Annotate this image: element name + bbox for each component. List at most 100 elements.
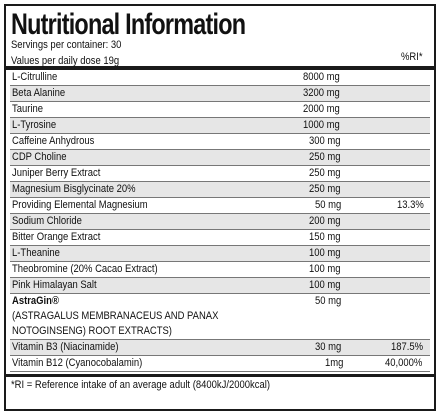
- ingredient-amount-text: 8000 mg: [303, 71, 341, 83]
- ingredient-amount-text: 50 mg: [315, 199, 342, 211]
- ingredient-amount: 1000 mg: [264, 117, 348, 134]
- vitamin-ri-text: 187.5%: [390, 341, 423, 353]
- ingredient-amount-text: 200 mg: [309, 215, 341, 227]
- table-row: Magnesium Bisglycinate 20% 250 mg: [10, 181, 430, 198]
- ingredient-amount-text: 100 mg: [309, 279, 341, 291]
- vitamin-name: Vitamin B12 (Cyanocobalamin): [10, 355, 264, 372]
- ingredient-amount: 100 mg: [264, 245, 348, 262]
- ingredient-name-text: Caffeine Anhydrous: [12, 135, 95, 147]
- astragin-name: AstraGin®: [12, 295, 59, 307]
- ingredient-name: Beta Alanine: [10, 85, 264, 102]
- table-row: AstraGin® (ASTRAGALUS MEMBRANACEUS AND PA…: [10, 293, 430, 340]
- ingredient-ri: [348, 181, 430, 198]
- ingredient-amount: 50 mg: [264, 293, 348, 340]
- vitamin-name-text: Vitamin B3 (Niacinamide): [12, 341, 119, 353]
- ingredient-ri: [348, 229, 430, 246]
- table-row: Pink Himalayan Salt 100 mg: [10, 277, 430, 294]
- ingredient-name-text: Beta Alanine: [12, 87, 66, 99]
- table-row: Beta Alanine 3200 mg: [10, 85, 430, 102]
- ingredient-name: Magnesium Bisglycinate 20%: [10, 181, 264, 198]
- ingredient-name-text: CDP Choline: [12, 151, 67, 163]
- ingredient-ri: [348, 101, 430, 118]
- thick-divider: [6, 66, 434, 70]
- ingredient-ri: [348, 117, 430, 134]
- ingredient-name: Caffeine Anhydrous: [10, 133, 264, 150]
- ingredient-ri-text: 13.3%: [396, 199, 424, 211]
- table-row: Taurine 2000 mg: [10, 101, 430, 118]
- ingredient-amount: 8000 mg: [264, 70, 348, 86]
- ingredient-name: Juniper Berry Extract: [10, 165, 264, 182]
- ingredient-amount: 150 mg: [264, 229, 348, 246]
- ingredient-amount-text: 250 mg: [309, 183, 341, 195]
- ingredient-ri: [348, 85, 430, 102]
- table-row: L-Theanine 100 mg: [10, 245, 430, 262]
- ingredient-name: Bitter Orange Extract: [10, 229, 264, 246]
- table-row: Caffeine Anhydrous 300 mg: [10, 133, 430, 150]
- ingredient-name: L-Theanine: [10, 245, 264, 262]
- vitamin-ri-text: 40,000%: [384, 357, 422, 369]
- ingredient-name-text: L-Tyrosine: [12, 119, 57, 131]
- ingredient-amount-text: 3200 mg: [303, 87, 341, 99]
- vitamin-amount: 1mg: [264, 355, 348, 372]
- ingredient-amount-text: 150 mg: [309, 231, 341, 243]
- ingredient-amount: 3200 mg: [264, 85, 348, 102]
- vitamin-amount-text: 1mg: [324, 357, 344, 369]
- ingredient-ri: 13.3%: [348, 197, 430, 214]
- footnote-text: *RI = Reference intake of an average adu…: [11, 379, 271, 391]
- vitamin-amount-text: 30 mg: [315, 341, 342, 353]
- ingredient-name-text: Sodium Chloride: [12, 215, 82, 227]
- values-header-row: Values per daily dose 19g %RI*: [11, 51, 430, 67]
- ingredient-amount-text: 250 mg: [309, 151, 341, 163]
- values-per-text: Values per daily dose 19g: [11, 55, 120, 67]
- ingredient-ri: [348, 245, 430, 262]
- ingredient-ri: [348, 293, 430, 340]
- ingredient-amount: 2000 mg: [264, 101, 348, 118]
- ingredient-amount-text: 2000 mg: [303, 103, 341, 115]
- ri-header: %RI*: [400, 51, 423, 63]
- ingredient-ri: [348, 70, 430, 86]
- ingredient-name-text: Bitter Orange Extract: [12, 231, 101, 243]
- vitamin-ri: 40,000%: [348, 355, 430, 372]
- page-title: Nutritional Information: [11, 8, 246, 41]
- table-row: Bitter Orange Extract 150 mg: [10, 229, 430, 246]
- ingredient-name: L-Tyrosine: [10, 117, 264, 134]
- ingredient-name: CDP Choline: [10, 149, 264, 166]
- ingredient-amount: 200 mg: [264, 213, 348, 230]
- ingredient-amount-text: 1000 mg: [303, 119, 341, 131]
- ingredient-name: Pink Himalayan Salt: [10, 277, 264, 294]
- ingredient-amount: 250 mg: [264, 165, 348, 182]
- ingredient-amount: 50 mg: [264, 197, 348, 214]
- ingredient-name: L-Citrulline: [10, 70, 264, 86]
- table-row: Juniper Berry Extract 250 mg: [10, 165, 430, 182]
- nutrition-panel: Nutritional Information Servings per con…: [4, 4, 436, 411]
- ingredient-amount: 250 mg: [264, 181, 348, 198]
- table-row: CDP Choline 250 mg: [10, 149, 430, 166]
- ingredient-ri: [348, 149, 430, 166]
- nutrition-table: L-Citrulline 8000 mg Beta Alanine 3200 mg Ta…: [10, 70, 430, 372]
- table-row: Vitamin B12 (Cyanocobalamin) 1mg 40,000%: [10, 355, 430, 372]
- table-row: Vitamin B3 (Niacinamide) 30 mg 187.5%: [10, 339, 430, 356]
- ingredient-amount: 100 mg: [264, 277, 348, 294]
- ingredient-amount-text: 50 mg: [315, 295, 342, 307]
- ingredient-name-text: Providing Elemental Magnesium: [12, 199, 148, 211]
- ingredient-ri: [348, 277, 430, 294]
- ingredient-name-text: Taurine: [12, 103, 44, 115]
- servings-text: Servings per container: 30: [11, 39, 122, 51]
- vitamin-name-text: Vitamin B12 (Cyanocobalamin): [12, 357, 143, 369]
- ingredient-amount: 250 mg: [264, 149, 348, 166]
- ingredient-amount-text: 100 mg: [309, 247, 341, 259]
- ingredient-name: Theobromine (20% Cacao Extract): [10, 261, 264, 278]
- astragin-line2: (ASTRAGALUS MEMBRANACEUS AND PANAX: [12, 310, 219, 322]
- table-row: Theobromine (20% Cacao Extract) 100 mg: [10, 261, 430, 278]
- vitamin-name: Vitamin B3 (Niacinamide): [10, 339, 264, 356]
- ingredient-name-text: L-Citrulline: [12, 71, 58, 83]
- ingredient-ri: [348, 133, 430, 150]
- table-row: L-Citrulline 8000 mg: [10, 70, 430, 86]
- ingredient-name-text: Theobromine (20% Cacao Extract): [12, 263, 158, 275]
- ingredient-amount-text: 250 mg: [309, 167, 341, 179]
- astragin-line3: NOTOGINSENG) ROOT EXTRACTS): [12, 325, 172, 337]
- ingredient-amount: 300 mg: [264, 133, 348, 150]
- ingredient-ri: [348, 213, 430, 230]
- vitamin-amount: 30 mg: [264, 339, 348, 356]
- vitamin-ri: 187.5%: [348, 339, 430, 356]
